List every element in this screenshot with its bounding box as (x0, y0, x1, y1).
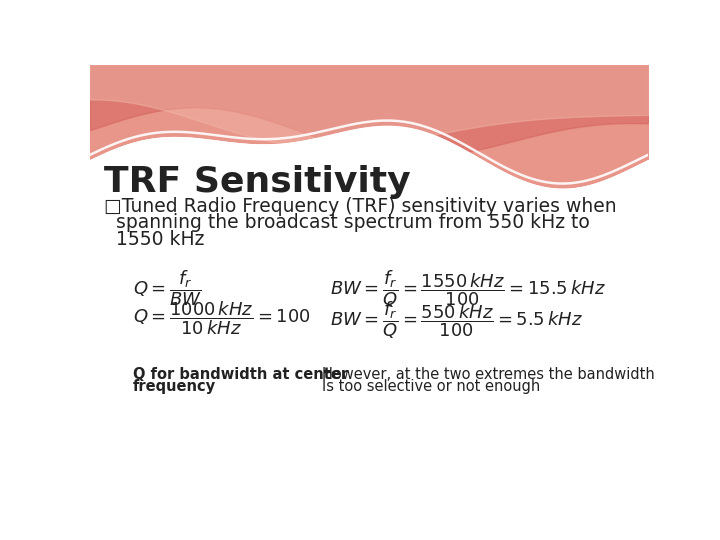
Text: TRF Sensitivity: TRF Sensitivity (104, 165, 410, 199)
Text: However, at the two extremes the bandwidth: However, at the two extremes the bandwid… (323, 367, 655, 382)
Text: Is too selective or not enough: Is too selective or not enough (323, 379, 541, 394)
Text: 1550 kHz: 1550 kHz (104, 230, 204, 248)
Text: □Tuned Radio Frequency (TRF) sensitivity varies when: □Tuned Radio Frequency (TRF) sensitivity… (104, 197, 616, 216)
Text: $Q = \dfrac{f_r}{BW}$: $Q = \dfrac{f_r}{BW}$ (132, 269, 202, 308)
Text: $BW = \dfrac{f_r}{Q} = \dfrac{550\,kHz}{100} = 5.5\,kHz$: $BW = \dfrac{f_r}{Q} = \dfrac{550\,kHz}{… (330, 300, 583, 341)
Text: frequency: frequency (132, 379, 216, 394)
Text: spanning the broadcast spectrum from 550 kHz to: spanning the broadcast spectrum from 550… (104, 213, 590, 232)
Text: Q for bandwidth at center: Q for bandwidth at center (132, 367, 348, 382)
Text: $BW = \dfrac{f_r}{Q} = \dfrac{1550\,kHz}{100} = 15.5\,kHz$: $BW = \dfrac{f_r}{Q} = \dfrac{1550\,kHz}… (330, 269, 606, 310)
Text: $Q = \dfrac{1000\,kHz}{10\,kHz} = 100$: $Q = \dfrac{1000\,kHz}{10\,kHz} = 100$ (132, 300, 310, 338)
